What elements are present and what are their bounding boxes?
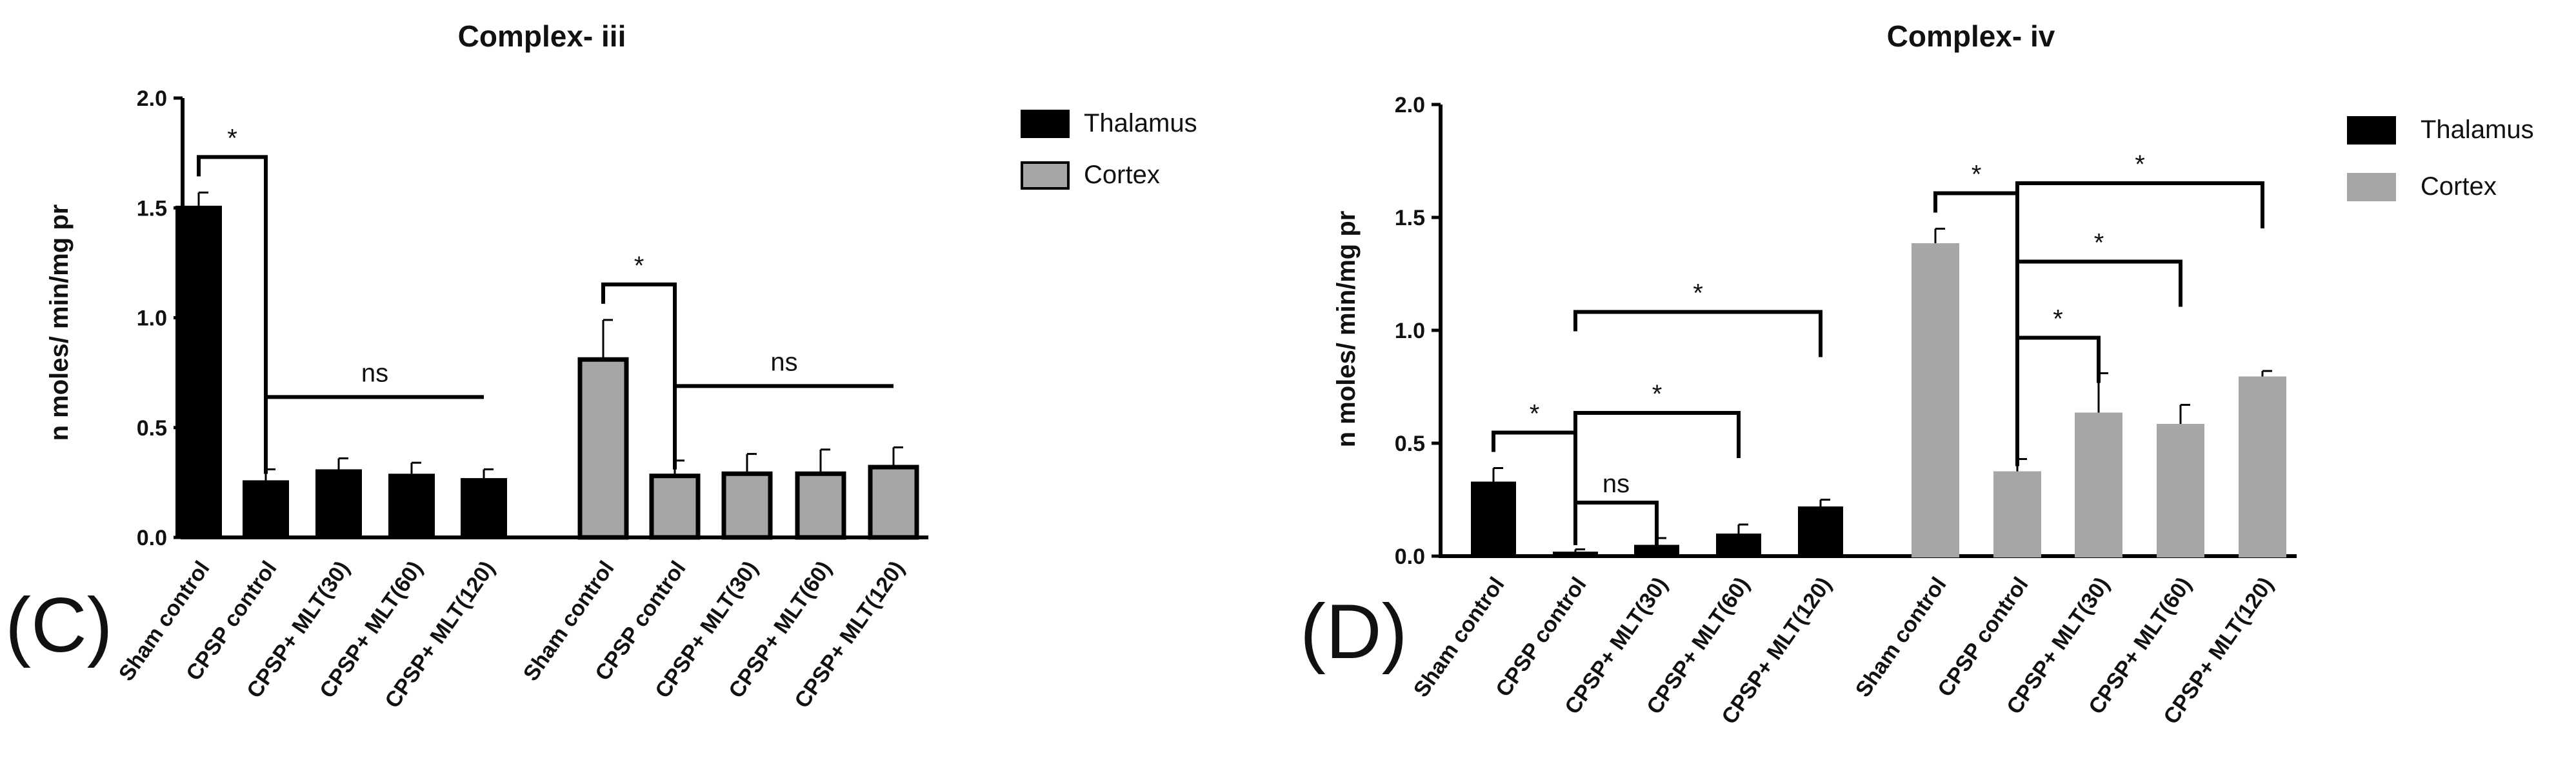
- significance-label: ns: [770, 348, 797, 376]
- y-tick-label: 0.5: [137, 416, 167, 441]
- y-tick-label: 2.0: [137, 86, 167, 111]
- bar-cortex-3: [2075, 412, 2122, 557]
- bar-cortex-5: [2239, 376, 2286, 557]
- chart-title: Complex- iii: [458, 19, 626, 53]
- significance-bracket: [1492, 430, 1577, 545]
- legend-label-cortex: Cortex: [2421, 172, 2497, 201]
- significance-bracket: [197, 155, 268, 474]
- bar-thalamus-1: [175, 205, 222, 538]
- legend-swatch-thalamus: [2347, 116, 2396, 145]
- bar-thalamus-3: [1634, 545, 1679, 556]
- legend-swatch-thalamus: [1021, 110, 1070, 138]
- chart-panel-c: Complex- iii n moles/ min/mg pr (C) 0.0 0…: [5, 19, 1197, 713]
- y-tick-label: 1.0: [137, 306, 167, 331]
- significance-bracket: [1573, 501, 1659, 548]
- y-tick-label: 1.5: [137, 196, 167, 221]
- significance-label: *: [2053, 305, 2063, 334]
- bar-cortex-1: [1912, 243, 1959, 557]
- significance-label: ns: [361, 359, 388, 387]
- legend-label-thalamus: Thalamus: [2421, 115, 2534, 144]
- bar-thalamus-2: [243, 480, 289, 537]
- significance-bracket: [2015, 259, 2182, 307]
- y-tick-label: 0.5: [1395, 432, 1425, 456]
- significance-bracket: [601, 282, 677, 470]
- significance-label: *: [634, 252, 644, 280]
- bar-cortex-1: [577, 357, 629, 540]
- significance-label: *: [2135, 150, 2145, 179]
- bar-thalamus-4: [1716, 534, 1761, 556]
- bar-thalamus-4: [388, 474, 435, 537]
- y-axis-label: n moles/ min/mg pr: [45, 205, 74, 441]
- chart-panel-d: Complex- iv n moles/ min/mg pr (D) 0.0 0.…: [1300, 19, 2534, 729]
- panel-label: (D): [1300, 588, 1408, 675]
- bar-cortex-4: [2157, 424, 2204, 557]
- significance-bracket: [2015, 181, 2264, 228]
- panel-label: (C): [5, 582, 113, 668]
- bar-cortex-2: [649, 474, 701, 540]
- bar-cortex-4: [795, 471, 846, 540]
- legend-label-cortex: Cortex: [1084, 161, 1160, 189]
- legend-swatch-cortex: [2347, 173, 2396, 201]
- bar-cortex-2: [1993, 471, 2041, 557]
- significance-label: *: [1652, 380, 1662, 408]
- significance-label: *: [227, 124, 237, 152]
- bar-cortex-5: [868, 465, 919, 540]
- significance-bracket: [1573, 310, 1822, 357]
- y-axis-label: n moles/ min/mg pr: [1332, 211, 1361, 448]
- significance-label: ns: [1603, 470, 1630, 498]
- significance-label: *: [1530, 400, 1540, 428]
- bar-cortex-3: [721, 471, 773, 540]
- y-tick-label: 2.0: [1395, 93, 1425, 117]
- significance-label: *: [1972, 161, 1982, 189]
- y-tick-label: 1.0: [1395, 319, 1425, 343]
- bar-thalamus-3: [315, 469, 362, 537]
- bar-thalamus-5: [461, 478, 507, 537]
- y-tick-label: 1.5: [1395, 206, 1425, 230]
- y-tick-label: 0.0: [137, 526, 167, 550]
- bar-thalamus-1: [1471, 481, 1516, 556]
- significance-label: *: [2094, 229, 2104, 257]
- significance-bracket: [1933, 191, 2019, 466]
- legend-swatch-cortex: [1021, 161, 1070, 190]
- significance-bracket: [2015, 335, 2101, 383]
- y-tick-label: 0.0: [1395, 545, 1425, 569]
- bar-thalamus-2: [1553, 552, 1598, 556]
- chart-title: Complex- iv: [1887, 19, 2055, 53]
- significance-bracket: [1573, 411, 1741, 458]
- bar-thalamus-5: [1798, 506, 1843, 556]
- legend-label-thalamus: Thalamus: [1084, 109, 1197, 137]
- significance-label: *: [1693, 279, 1703, 308]
